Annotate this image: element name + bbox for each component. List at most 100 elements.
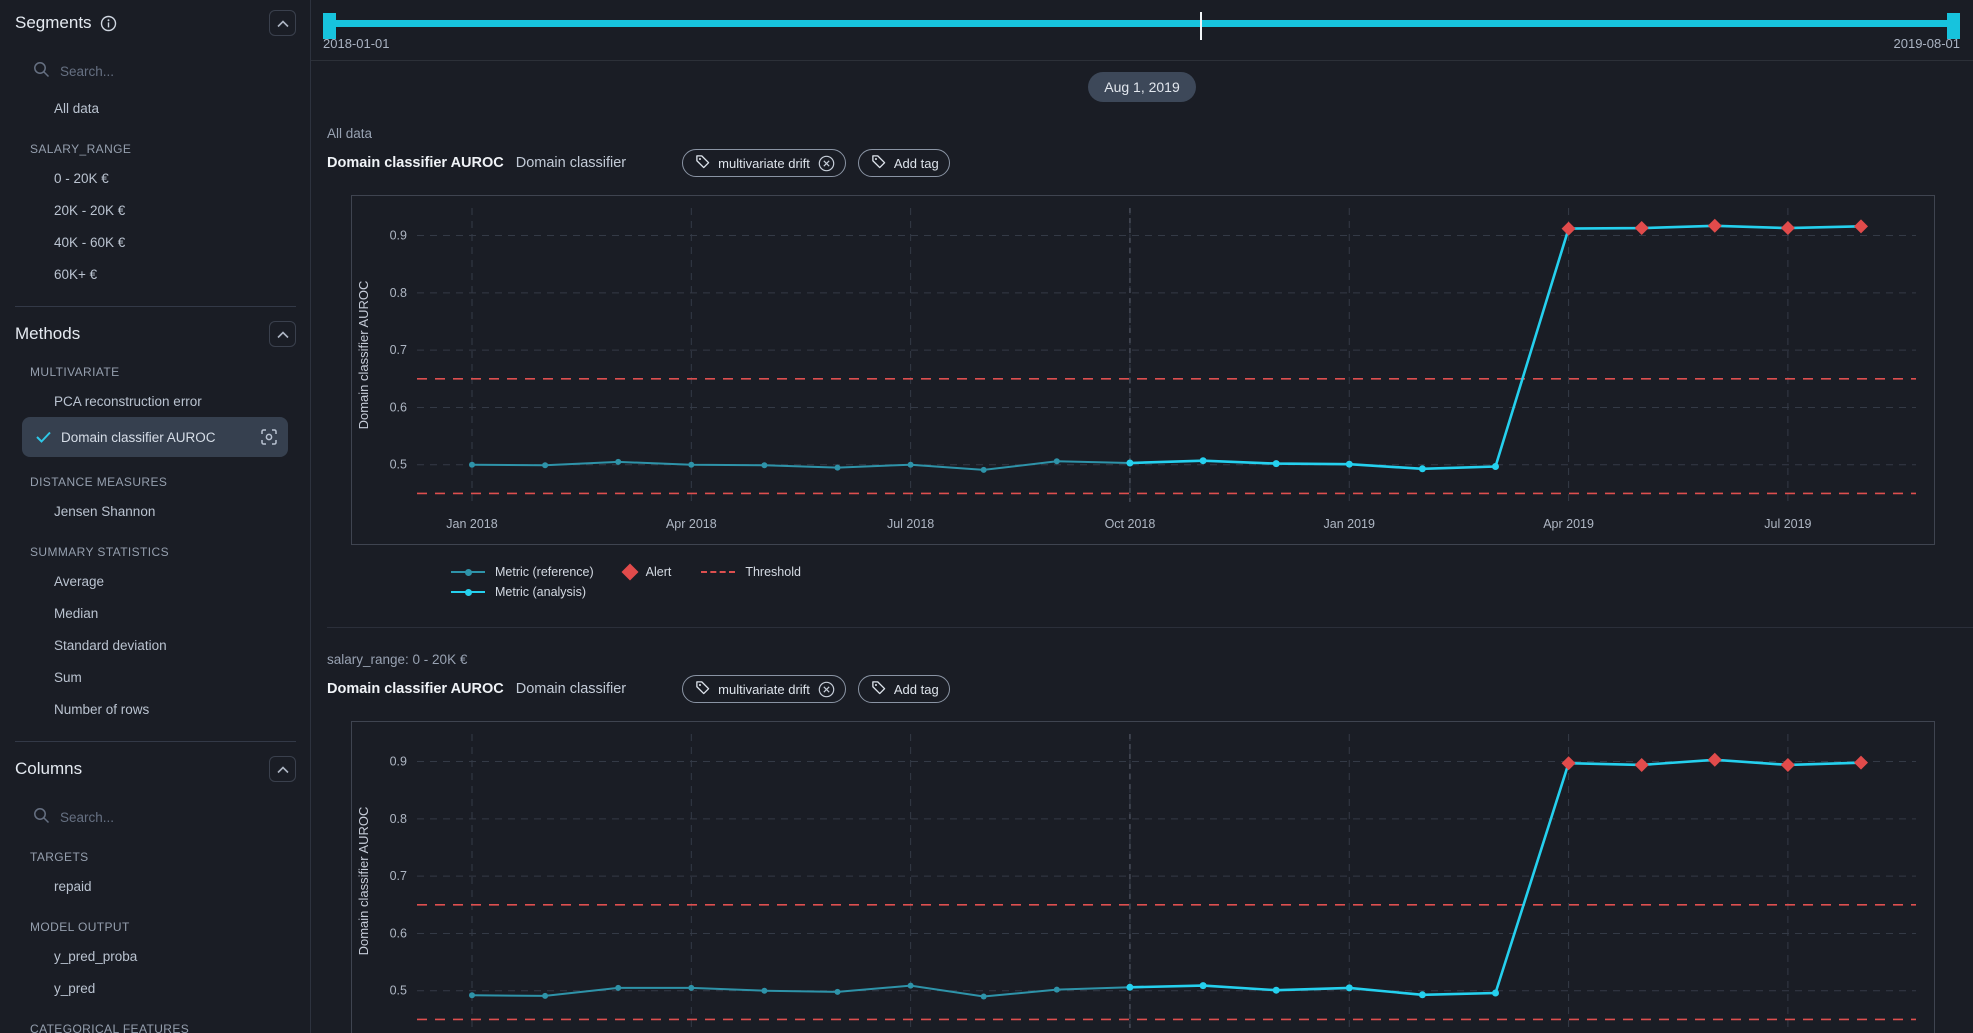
badge-row: Aug 1, 2019 (311, 72, 1973, 102)
tag-multivariate-drift[interactable]: multivariate drift (682, 149, 846, 177)
svg-text:Apr 2018: Apr 2018 (666, 517, 717, 531)
main-content: 2018-01-01 2019-08-01 Aug 1, 2019 All da… (311, 0, 1973, 1033)
focus-icon[interactable] (260, 428, 278, 446)
columns-collapse-button[interactable] (269, 756, 296, 782)
add-tag-button[interactable]: Add tag (858, 149, 950, 177)
sidebar-item-sum[interactable]: Sum (54, 661, 296, 693)
columns-search (33, 802, 296, 832)
chart-canvas[interactable]: 0.90.80.70.60.5Jan 2018Apr 2018Jul 2018O… (352, 196, 1934, 544)
chart-title-row: Domain classifier AUROC Domain classifie… (327, 675, 1973, 703)
sidebar-item-label: Sum (54, 670, 82, 685)
tag-multivariate-drift[interactable]: multivariate drift (682, 675, 846, 703)
group-label-multivariate: MULTIVARIATE (30, 361, 296, 383)
chart-segment-label: salary_range: 0 - 20K € (327, 652, 1973, 674)
threshold-dash-swatch (701, 571, 735, 573)
svg-text:0.6: 0.6 (390, 926, 407, 940)
legend-metric-reference[interactable]: Metric (reference) (451, 565, 594, 579)
svg-text:Jul 2018: Jul 2018 (887, 517, 934, 531)
sidebar-item-label: y_pred_proba (54, 949, 137, 964)
methods-title: Methods (15, 324, 80, 344)
sidebar-item-standard-deviation[interactable]: Standard deviation (54, 629, 296, 661)
sidebar-item-all-data[interactable]: All data (54, 92, 296, 124)
svg-text:Jul 2019: Jul 2019 (1764, 517, 1811, 531)
svg-text:0.8: 0.8 (390, 286, 407, 300)
sidebar-item-label: 40K - 60K € (54, 235, 125, 250)
columns-search-input[interactable] (60, 810, 240, 825)
sidebar-item-label: Average (54, 574, 104, 589)
svg-text:0.8: 0.8 (390, 812, 407, 826)
sidebar-item-label: Domain classifier AUROC (61, 430, 216, 445)
methods-header: Methods (15, 321, 296, 347)
columns-header: Columns (15, 756, 296, 782)
chart-title-row: Domain classifier AUROC Domain classifie… (327, 149, 1973, 177)
sidebar-item-repaid[interactable]: repaid (54, 870, 296, 902)
chart-subtitle: Domain classifier (516, 681, 626, 697)
group-label-distance-measures: DISTANCE MEASURES (30, 471, 296, 493)
segments-collapse-button[interactable] (269, 10, 296, 36)
tag-icon (871, 154, 886, 172)
chevron-up-icon (277, 762, 289, 777)
group-label-salary-range: SALARY_RANGE (30, 138, 296, 160)
tag-icon (695, 154, 710, 172)
sidebar-item-label: PCA reconstruction error (54, 394, 202, 409)
sidebar-divider (15, 741, 296, 742)
sidebar-item-y-pred[interactable]: y_pred (54, 972, 296, 1004)
methods-collapse-button[interactable] (269, 321, 296, 347)
search-icon (33, 61, 50, 81)
sidebar-item-label: 0 - 20K € (54, 171, 109, 186)
alert-diamond-swatch (621, 564, 638, 581)
chart-tags: multivariate drift Add tag (682, 149, 950, 177)
sidebar-item-y-pred-proba[interactable]: y_pred_proba (54, 940, 296, 972)
sidebar-item-60k[interactable]: 60K+ € (54, 258, 296, 290)
sidebar-item-domain-classifier-auroc[interactable]: Domain classifier AUROC (22, 417, 288, 457)
svg-text:0.9: 0.9 (390, 755, 407, 769)
add-tag-button[interactable]: Add tag (858, 675, 950, 703)
segments-search-input[interactable] (60, 64, 240, 79)
legend-metric-analysis[interactable]: Metric (analysis) (451, 585, 586, 599)
chart-subtitle: Domain classifier (516, 155, 626, 171)
app-root: Segments All dataSALARY_RANGE0 - 20K €20… (0, 0, 1973, 1033)
sidebar-item-median[interactable]: Median (54, 597, 296, 629)
info-icon[interactable] (100, 15, 117, 32)
sidebar-item-label: y_pred (54, 981, 95, 996)
sidebar-item-0-20k[interactable]: 0 - 20K € (54, 162, 296, 194)
sidebar-item-label: Standard deviation (54, 638, 167, 653)
legend-threshold[interactable]: Threshold (701, 565, 801, 579)
svg-text:Oct 2018: Oct 2018 (1105, 517, 1156, 531)
sidebar-divider (15, 306, 296, 307)
chart-canvas[interactable]: 0.90.80.70.60.5Jan 2018Apr 2018Jul 2018O… (352, 722, 1934, 1033)
svg-text:Apr 2019: Apr 2019 (1543, 517, 1594, 531)
group-label-summary-statistics: SUMMARY STATISTICS (30, 541, 296, 563)
sidebar-item-pca-reconstruction-error[interactable]: PCA reconstruction error (54, 385, 296, 417)
sidebar-item-20k-20k[interactable]: 20K - 20K € (54, 194, 296, 226)
sidebar-item-jensen-shannon[interactable]: Jensen Shannon (54, 495, 296, 527)
sidebar-item-label: 60K+ € (54, 267, 97, 282)
legend-alert[interactable]: Alert (624, 565, 672, 579)
selected-date-badge: Aug 1, 2019 (1088, 72, 1196, 102)
sidebar-item-number-of-rows[interactable]: Number of rows (54, 693, 296, 725)
svg-text:0.7: 0.7 (390, 343, 407, 357)
chevron-up-icon (277, 327, 289, 342)
tag-label: multivariate drift (718, 682, 810, 697)
chart-segment-label: All data (327, 126, 1973, 148)
sidebar-item-average[interactable]: Average (54, 565, 296, 597)
chart-section: salary_range: 0 - 20K € Domain classifie… (327, 652, 1973, 1033)
group-label-model-output: MODEL OUTPUT (30, 916, 296, 938)
svg-text:Domain classifier AUROC: Domain classifier AUROC (356, 281, 371, 430)
remove-tag-icon[interactable] (818, 681, 835, 698)
sidebar-item-40k-60k[interactable]: 40K - 60K € (54, 226, 296, 258)
svg-text:0.5: 0.5 (390, 458, 407, 472)
chart-legend: Metric (reference) Alert Threshold Metri… (451, 565, 1973, 599)
timeline-dates: 2018-01-01 2019-08-01 (323, 36, 1960, 51)
remove-tag-icon[interactable] (818, 155, 835, 172)
section-divider (327, 627, 1973, 628)
sidebar-item-label: 20K - 20K € (54, 203, 125, 218)
tag-label: multivariate drift (718, 156, 810, 171)
chart-card: 0.90.80.70.60.5Jan 2018Apr 2018Jul 2018O… (351, 721, 1935, 1033)
timeline-end-date: 2019-08-01 (1894, 36, 1961, 51)
date-range-timeline: 2018-01-01 2019-08-01 (311, 0, 1973, 60)
reference-line-swatch (451, 571, 485, 573)
timeline-bar[interactable] (323, 20, 1960, 27)
timeline-start-date: 2018-01-01 (323, 36, 390, 51)
svg-text:Jan 2018: Jan 2018 (446, 517, 497, 531)
